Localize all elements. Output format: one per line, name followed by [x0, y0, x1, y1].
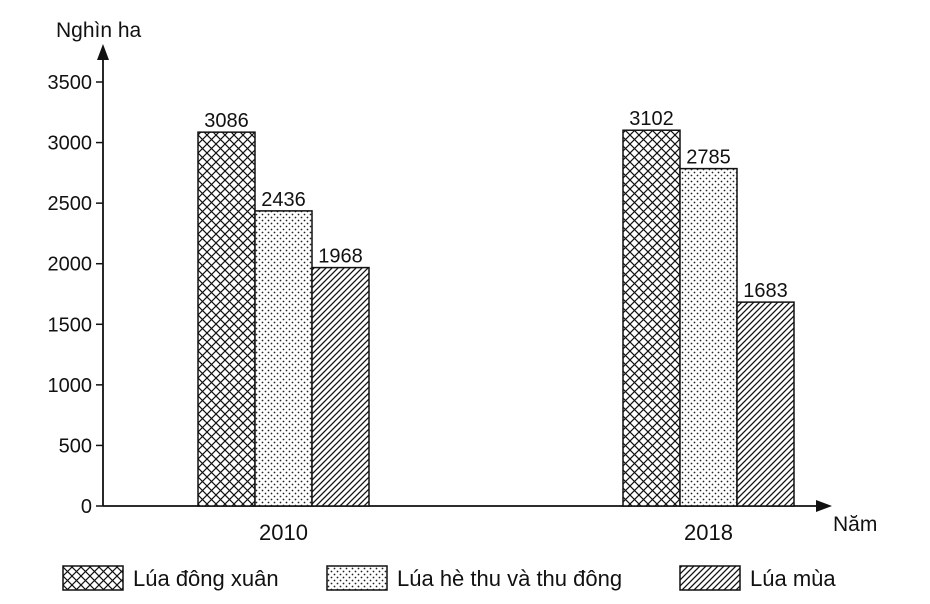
y-tick-label: 0	[81, 496, 92, 518]
x-categories: 2010 2018	[259, 520, 733, 545]
y-tick-label: 1500	[48, 314, 93, 336]
y-ticks: 0 500 1000 1500 2000 2500 3000 3500	[48, 72, 103, 518]
category-label-2010: 2010	[259, 520, 308, 545]
y-tick-label: 2500	[48, 193, 93, 215]
bar-he-thu-thu-dong-2010	[254, 210, 313, 507]
y-tick-label: 2000	[48, 254, 93, 276]
bars: 3086 2436 1968 3102 2785 1683	[197, 108, 795, 507]
legend-label-mua: Lúa mùa	[750, 566, 836, 591]
data-label-he-thu-thu-dong-2010: 2436	[261, 189, 306, 211]
y-axis-title: Nghìn ha	[56, 19, 142, 42]
bar-dong-xuan-2010	[197, 131, 256, 507]
y-axis-arrow	[97, 44, 109, 60]
legend-swatch-mua	[679, 565, 741, 591]
bar-mua-2010	[311, 266, 370, 507]
legend: Lúa đông xuân Lúa hè thu và thu đông Lúa m…	[62, 565, 836, 591]
bar-he-thu-thu-dong-2018	[679, 167, 738, 507]
legend-swatch-dong-xuan	[62, 565, 124, 591]
data-label-he-thu-thu-dong-2018: 2785	[686, 147, 731, 169]
bar-dong-xuan-2018	[622, 129, 681, 507]
legend-swatch-he-thu-thu-dong	[326, 565, 388, 591]
y-tick-label: 500	[59, 435, 92, 457]
data-label-dong-xuan-2010: 3086	[204, 110, 249, 132]
category-label-2018: 2018	[684, 520, 733, 545]
data-label-mua-2010: 1968	[318, 246, 363, 268]
legend-label-he-thu-thu-dong: Lúa hè thu và thu đông	[397, 566, 622, 591]
data-label-dong-xuan-2018: 3102	[629, 108, 674, 130]
x-axis-title: Năm	[833, 513, 877, 536]
x-axis-arrow	[816, 500, 832, 512]
data-label-mua-2018: 1683	[743, 280, 788, 302]
bar-mua-2018	[736, 301, 795, 507]
y-tick-label: 3000	[48, 133, 93, 155]
y-axis: Nghìn ha 0 500 1000 1500 2000 2500 3000 3500	[48, 19, 142, 518]
y-tick-label: 3500	[48, 72, 93, 94]
legend-label-dong-xuan: Lúa đông xuân	[133, 566, 279, 591]
y-tick-label: 1000	[48, 375, 93, 397]
